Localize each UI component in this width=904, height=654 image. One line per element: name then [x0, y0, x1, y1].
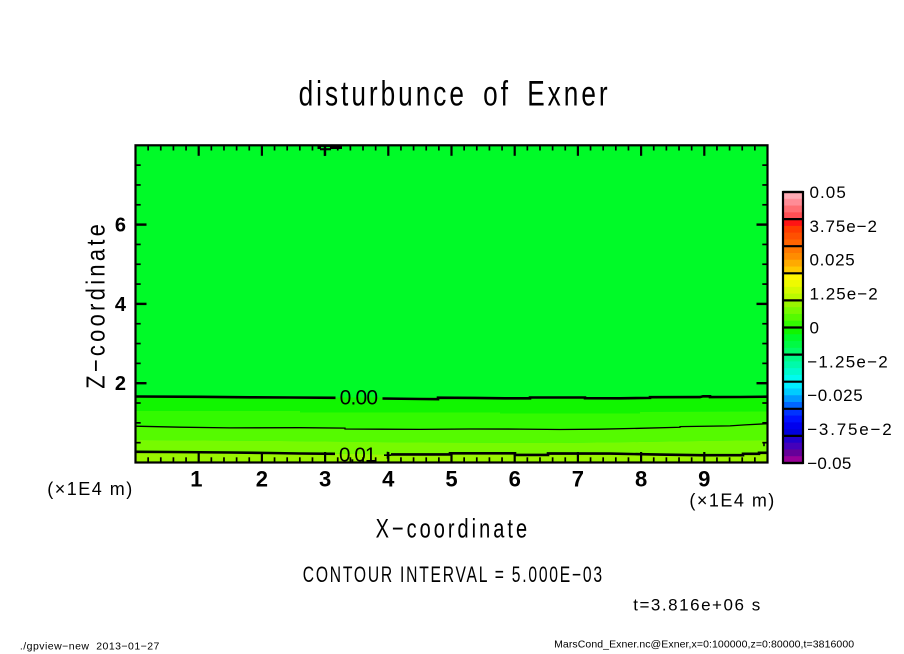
- svg-text:−0.05: −0.05: [807, 454, 851, 473]
- svg-text:./gpview−new 2013−01−27: ./gpview−new 2013−01−27: [20, 640, 160, 652]
- svg-text:CONTOUR INTERVAL = 5.000E−03: CONTOUR INTERVAL = 5.000E−03: [303, 562, 604, 587]
- svg-text:Z−coordinate: Z−coordinate: [81, 221, 111, 389]
- svg-text:−3.75e−2: −3.75e−2: [807, 420, 892, 439]
- svg-text:3.75e−2: 3.75e−2: [810, 217, 878, 236]
- svg-text:0.025: 0.025: [810, 251, 855, 270]
- svg-text:7: 7: [572, 466, 584, 491]
- svg-text:2: 2: [256, 466, 268, 491]
- svg-text:−0.025: −0.025: [807, 386, 863, 405]
- svg-text:0.01: 0.01: [339, 444, 376, 467]
- svg-text:disturbunce of Exner: disturbunce of Exner: [299, 75, 611, 114]
- svg-text:0: 0: [810, 318, 819, 337]
- svg-text:4: 4: [115, 294, 127, 316]
- svg-text:1.25e−2: 1.25e−2: [810, 285, 878, 304]
- svg-text:5: 5: [445, 466, 457, 491]
- svg-text:2: 2: [115, 373, 126, 395]
- svg-text:4: 4: [382, 466, 395, 491]
- svg-text:6: 6: [509, 466, 521, 491]
- svg-text:(×1E4 m): (×1E4 m): [689, 491, 774, 511]
- svg-text:9: 9: [698, 466, 710, 491]
- svg-text:MarsCond_Exner.nc@Exner,x=0:10: MarsCond_Exner.nc@Exner,x=0:100000,z=0:8…: [554, 639, 854, 651]
- svg-text:0.00: 0.00: [340, 387, 379, 410]
- svg-text:1: 1: [190, 466, 202, 491]
- svg-text:(×1E4 m): (×1E4 m): [47, 479, 132, 499]
- svg-text:t=3.816e+06 s: t=3.816e+06 s: [633, 596, 760, 615]
- svg-text:0.05: 0.05: [810, 183, 846, 202]
- svg-text:6: 6: [115, 215, 126, 237]
- svg-text:X−coordinate: X−coordinate: [376, 513, 530, 543]
- svg-text:8: 8: [635, 466, 647, 491]
- svg-text:3: 3: [319, 466, 331, 491]
- svg-text:−1.25e−2: −1.25e−2: [807, 352, 888, 371]
